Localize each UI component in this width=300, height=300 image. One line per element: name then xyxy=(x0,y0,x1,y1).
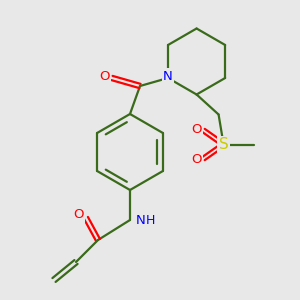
Text: H: H xyxy=(146,214,155,227)
Text: O: O xyxy=(100,70,110,83)
Text: N: N xyxy=(136,214,146,226)
Text: N: N xyxy=(163,70,173,83)
Text: S: S xyxy=(219,137,229,152)
Text: O: O xyxy=(74,208,84,221)
Text: O: O xyxy=(191,153,202,166)
Text: O: O xyxy=(191,123,202,136)
